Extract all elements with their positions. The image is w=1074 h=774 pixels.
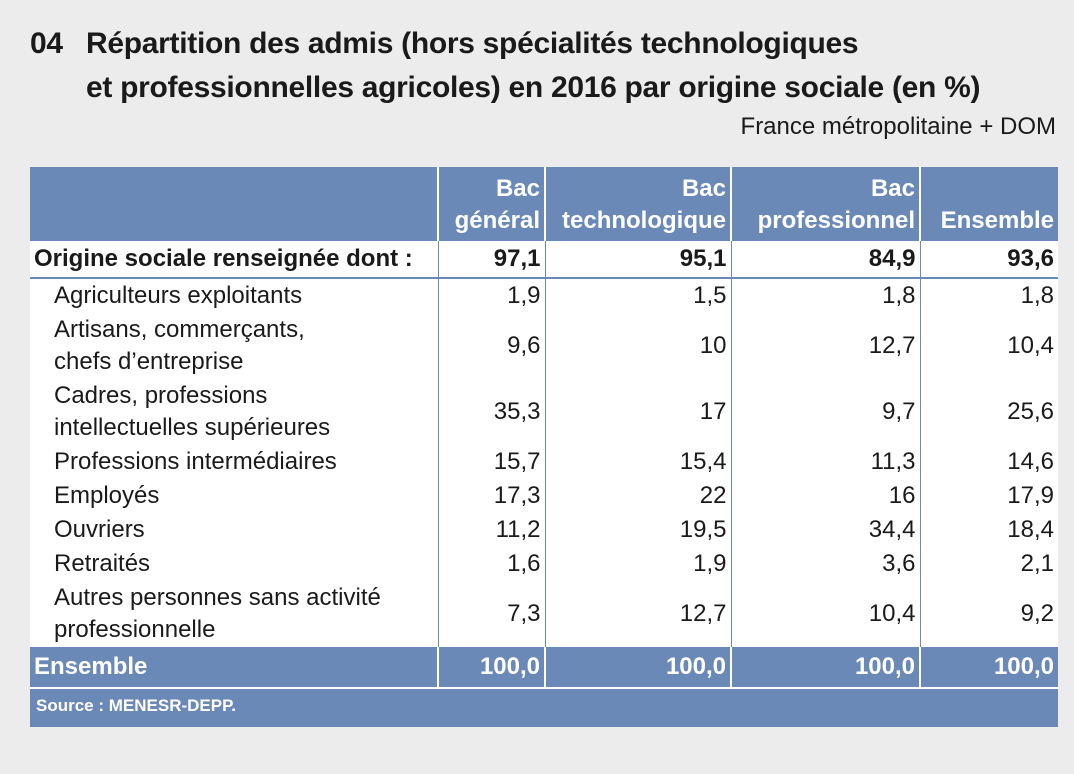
cell-value: 2,1 <box>919 547 1058 581</box>
row-label-line: Cadres, professions <box>54 382 268 409</box>
data-table: Bac général Bac technologique Bac professio… <box>30 167 1058 727</box>
header-empty <box>30 167 438 241</box>
cell-value: 97,1 <box>437 241 545 279</box>
cell-value: 11,2 <box>437 513 545 547</box>
cell-value: 35,3 <box>437 379 545 445</box>
cell-value: 84,9 <box>730 241 920 279</box>
total-value: 100,0 <box>437 647 545 688</box>
row-label: Cadres, professions intellectuelles supér… <box>30 379 438 445</box>
cell-value: 10,4 <box>919 313 1058 379</box>
cell-value: 11,3 <box>730 445 920 479</box>
header-bac-technologique: Bac technologique <box>544 167 731 241</box>
table-row: Agriculteurs exploitants 1,9 1,5 1,8 1,8 <box>30 278 1058 313</box>
header-bac-general: Bac général <box>437 167 545 241</box>
cell-value: 17 <box>544 379 731 445</box>
cell-value: 3,6 <box>730 547 920 581</box>
table-row: Autres personnes sans activité profession… <box>30 581 1058 647</box>
cell-value: 14,6 <box>919 445 1058 479</box>
cell-value: 17,3 <box>437 479 545 513</box>
title-line-1: Répartition des admis (hors spécialités … <box>86 27 859 60</box>
header-line: général <box>454 207 540 234</box>
header-line: Bac <box>495 175 540 202</box>
row-label-line: Employés <box>54 482 160 509</box>
cell-value: 1,9 <box>437 278 545 313</box>
row-label-line: Retraités <box>54 550 151 577</box>
row-label-line: Artisans, commerçants, <box>54 316 305 343</box>
row-label-line: intellectuelles supérieures <box>54 414 331 441</box>
cell-value: 15,4 <box>544 445 731 479</box>
table-row: Retraités 1,6 1,9 3,6 2,1 <box>30 547 1058 581</box>
cell-value: 1,6 <box>437 547 545 581</box>
cell-value: 9,7 <box>730 379 920 445</box>
cell-value: 17,9 <box>919 479 1058 513</box>
row-label-line: Ouvriers <box>54 516 145 543</box>
total-label: Ensemble <box>30 647 438 688</box>
row-label-line: professionnelle <box>54 616 216 643</box>
cell-value: 9,2 <box>919 581 1058 647</box>
cell-value: 16 <box>730 479 920 513</box>
row-label-line: Agriculteurs exploitants <box>54 282 303 309</box>
cell-value: 1,8 <box>730 278 920 313</box>
header-line: Bac <box>870 175 915 202</box>
row-label: Artisans, commerçants, chefs d’entreprise <box>30 313 438 379</box>
total-value: 100,0 <box>544 647 731 688</box>
table-row: Employés 17,3 22 16 17,9 <box>30 479 1058 513</box>
table-row-origine-renseignee: Origine sociale renseignée dont : 97,1 9… <box>30 241 1058 279</box>
cell-value: 15,7 <box>437 445 545 479</box>
cell-value: 12,7 <box>544 581 731 647</box>
figure-title: 04 Répartition des admis (hors spécialité… <box>30 22 980 110</box>
row-label-line: chefs d’entreprise <box>54 348 244 375</box>
source-note: Source : MENESR-DEPP. <box>30 687 1058 727</box>
cell-value: 93,6 <box>919 241 1058 279</box>
header-line: professionnel <box>757 207 915 234</box>
row-label: Ouvriers <box>30 513 438 547</box>
row-label: Autres personnes sans activité profession… <box>30 581 438 647</box>
source-row: Source : MENESR-DEPP. <box>30 687 1058 727</box>
cell-value: 10 <box>544 313 731 379</box>
header-row: Bac général Bac technologique Bac professio… <box>30 167 1058 241</box>
cell-value: 9,6 <box>437 313 545 379</box>
cell-value: 34,4 <box>730 513 920 547</box>
scope-subtitle: France métropolitaine + DOM <box>740 113 1056 140</box>
row-label-line: Autres personnes sans activité <box>54 584 381 611</box>
cell-value: 95,1 <box>544 241 731 279</box>
cell-value: 12,7 <box>730 313 920 379</box>
row-label: Professions intermédiaires <box>30 445 438 479</box>
table-row: Professions intermédiaires 15,7 15,4 11,… <box>30 445 1058 479</box>
cell-value: 25,6 <box>919 379 1058 445</box>
cell-value: 18,4 <box>919 513 1058 547</box>
row-label: Retraités <box>30 547 438 581</box>
header-bac-professionnel: Bac professionnel <box>730 167 920 241</box>
cell-value: 7,3 <box>437 581 545 647</box>
cell-value: 19,5 <box>544 513 731 547</box>
header-line: technologique <box>562 207 726 234</box>
row-label: Employés <box>30 479 438 513</box>
header-line: Bac <box>681 175 726 202</box>
table-row: Ouvriers 11,2 19,5 34,4 18,4 <box>30 513 1058 547</box>
cell-value: 22 <box>544 479 731 513</box>
header-ensemble: Ensemble <box>919 167 1058 241</box>
cell-value: 1,9 <box>544 547 731 581</box>
total-value: 100,0 <box>919 647 1058 688</box>
cell-value: 1,8 <box>919 278 1058 313</box>
row-label: Agriculteurs exploitants <box>30 278 438 313</box>
table-row: Cadres, professions intellectuelles supér… <box>30 379 1058 445</box>
cell-value: 1,5 <box>544 278 731 313</box>
table-row: Artisans, commerçants, chefs d’entreprise… <box>30 313 1058 379</box>
header-line: Ensemble <box>940 207 1054 234</box>
figure-number: 04 <box>30 27 63 60</box>
row-label-line: Professions intermédiaires <box>54 448 337 475</box>
total-row: Ensemble 100,0 100,0 100,0 100,0 <box>30 647 1058 688</box>
total-value: 100,0 <box>730 647 920 688</box>
cell-value: 10,4 <box>730 581 920 647</box>
row-label: Origine sociale renseignée dont : <box>30 241 438 279</box>
title-line-2: et professionnelles agricoles) en 2016 p… <box>86 71 981 104</box>
